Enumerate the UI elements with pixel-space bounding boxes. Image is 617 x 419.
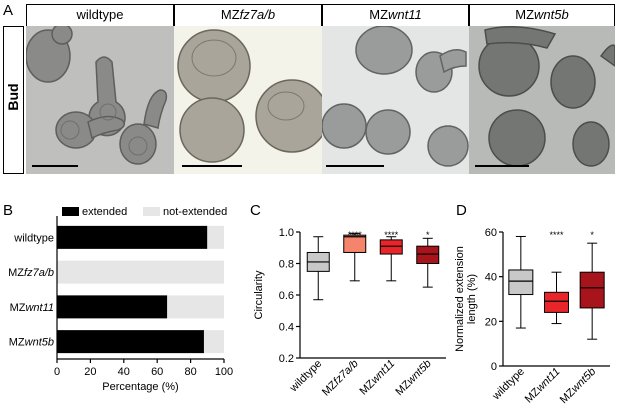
box-0 xyxy=(306,236,330,301)
box-iqr xyxy=(508,269,534,296)
micrograph-mzfz7ab xyxy=(174,26,322,174)
y-tick-label: 0.2 xyxy=(279,353,294,365)
label-prefix: wildtype xyxy=(13,232,54,244)
category-label: wildtype xyxy=(13,232,54,244)
x-axis-label: Percentage (%) xyxy=(102,381,178,393)
header-prefix: MZ xyxy=(369,7,389,22)
label-prefix: MZ xyxy=(10,302,26,314)
significance-marker: **** xyxy=(348,230,363,240)
label-gene: wnt5b xyxy=(405,358,434,387)
row-label-box: Bud xyxy=(3,26,24,174)
header-gene: fz7a/b xyxy=(239,7,276,22)
category-label: MZwnt11 xyxy=(523,366,563,406)
box-iqr xyxy=(544,291,569,313)
header-gene: wnt11 xyxy=(388,7,422,22)
label-gene: wnt11 xyxy=(534,366,563,395)
label-gene: wnt5b xyxy=(569,366,598,395)
box-2 xyxy=(579,242,605,340)
micrograph-mzwnt5b xyxy=(469,26,615,174)
box-iqr xyxy=(379,239,403,255)
box-1 xyxy=(544,271,569,325)
category-label: MZwnt11 xyxy=(357,358,397,398)
y-tick-label: 0.4 xyxy=(279,322,294,334)
label-gene: wnt5b xyxy=(25,337,54,349)
bar-extended-3 xyxy=(57,330,204,354)
header-prefix: wildtype xyxy=(76,7,124,22)
x-tick-label: 60 xyxy=(151,366,163,378)
header-prefix: MZ xyxy=(515,7,535,22)
panel-letter-b: B xyxy=(3,202,14,219)
bar-not-extended-1 xyxy=(57,260,224,284)
category-label: MZfz7a/b xyxy=(320,358,361,399)
y-axis-label-line: Normalized extension xyxy=(455,246,466,352)
y-tick-label: 40 xyxy=(485,272,497,284)
y-tick-label: 1.0 xyxy=(279,227,294,239)
legend-swatch-not-extended xyxy=(143,207,160,216)
box-1 xyxy=(343,233,367,282)
category-label: MZfz7a/b xyxy=(8,267,54,279)
x-tick-label: 80 xyxy=(184,366,196,378)
micrograph-mzwnt11 xyxy=(322,26,469,174)
box-2 xyxy=(379,236,403,282)
significance-marker: * xyxy=(590,230,594,240)
header-mzwnt11: MZwnt11 xyxy=(322,4,469,26)
legend-label-not-extended: not-extended xyxy=(163,206,227,218)
box-iqr xyxy=(343,234,367,253)
row-label: Bud xyxy=(5,83,21,111)
panel-d-box-plot: 0204060wildtype****MZwnt11*MZwnt5bNormal… xyxy=(455,227,610,406)
panel-a: A Bud wildtype MZfz7a/b MZwnt11 MZwnt5b xyxy=(0,0,617,180)
y-axis-label-line: length (%) xyxy=(466,274,478,324)
panel-letter-d: D xyxy=(456,202,467,219)
box-3 xyxy=(416,237,440,288)
y-tick-label: 0.6 xyxy=(279,290,294,302)
header-mzfz7ab: MZfz7a/b xyxy=(174,4,322,26)
label-gene: wnt11 xyxy=(25,302,54,314)
label-gene: fz7a/b xyxy=(331,358,361,388)
y-tick-label: 0.8 xyxy=(279,259,294,271)
y-axis-label: Circularity xyxy=(253,270,265,319)
category-label: MZwnt5b xyxy=(558,366,598,406)
y-tick-label: 60 xyxy=(485,227,497,239)
panel-letter-a: A xyxy=(3,2,14,19)
bar-extended-0 xyxy=(57,225,208,249)
category-label: MZwnt11 xyxy=(10,302,54,314)
legend-label-extended: extended xyxy=(82,206,127,218)
bar-not-extended-2 xyxy=(167,295,224,319)
x-tick-label: 20 xyxy=(84,366,96,378)
bar-extended-2 xyxy=(57,295,168,319)
header-wildtype: wildtype xyxy=(26,4,174,26)
significance-marker: **** xyxy=(384,230,399,240)
label-prefix: MZ xyxy=(8,267,24,279)
header-mzwnt5b: MZwnt5b xyxy=(469,4,615,26)
x-tick-label: 100 xyxy=(215,366,233,378)
panel-letter-c: C xyxy=(250,202,261,219)
box-iqr xyxy=(416,245,440,264)
bar-not-extended-0 xyxy=(207,225,224,249)
header-gene: wnt5b xyxy=(534,7,569,22)
box-0 xyxy=(508,235,534,329)
panel-c-box-plot: 0.20.40.60.81.0wildtype****MZfz7a/b****M… xyxy=(253,227,446,399)
panel-b-stacked-bar-chart: extended not-extendedwildtypeMZfz7a/bMZwn… xyxy=(8,206,233,393)
category-label: MZwnt5b xyxy=(393,358,433,398)
x-tick-label: 40 xyxy=(118,366,130,378)
label-gene: fz7a/b xyxy=(24,267,54,279)
header-prefix: MZ xyxy=(220,7,240,22)
legend-swatch-extended xyxy=(62,207,79,216)
micrograph-wildtype xyxy=(26,26,174,174)
category-label: MZwnt5b xyxy=(9,337,54,349)
x-tick-label: 0 xyxy=(54,366,60,378)
label-prefix: MZ xyxy=(9,337,25,349)
box-iqr xyxy=(579,271,605,309)
bar-not-extended-3 xyxy=(203,330,224,354)
significance-marker: **** xyxy=(549,230,564,240)
significance-marker: * xyxy=(426,230,430,240)
y-tick-label: 0 xyxy=(491,361,497,373)
y-tick-label: 20 xyxy=(485,316,497,328)
label-gene: wnt11 xyxy=(369,358,398,387)
